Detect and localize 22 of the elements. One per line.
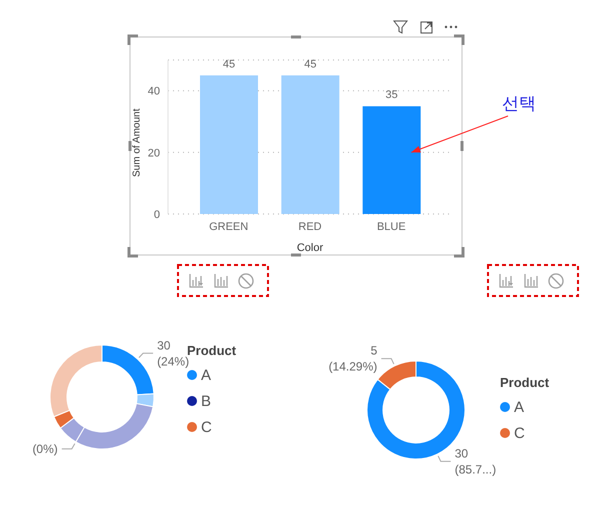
legend-label: A — [514, 398, 524, 416]
legend-label: B — [201, 392, 212, 410]
x-tick-label: RED — [298, 220, 322, 233]
data-label: 35 — [386, 89, 398, 102]
data-label: 5 (14.29%) — [328, 344, 378, 374]
legend-label: C — [514, 424, 525, 442]
legend-label: A — [201, 366, 212, 384]
y-axis-title: Sum of Amount — [132, 108, 143, 177]
legend-label: C — [201, 418, 212, 436]
y-tick-label: 20 — [148, 147, 160, 160]
y-tick-label: 0 — [154, 208, 160, 221]
x-tick-label: BLUE — [376, 220, 406, 233]
legend-title: Product — [500, 375, 550, 390]
text: (0%) — [32, 442, 58, 456]
data-label: 45 — [304, 58, 316, 70]
data-label: 45 — [222, 58, 236, 70]
y-tick-label: 40 — [148, 86, 160, 98]
x-tick-label: GREEN — [209, 220, 248, 233]
x-axis-title: Color — [296, 242, 324, 254]
data-label: 30 (85.7...) — [454, 446, 496, 476]
text: 선택 — [502, 93, 536, 115]
legend-title: Product — [187, 343, 236, 358]
